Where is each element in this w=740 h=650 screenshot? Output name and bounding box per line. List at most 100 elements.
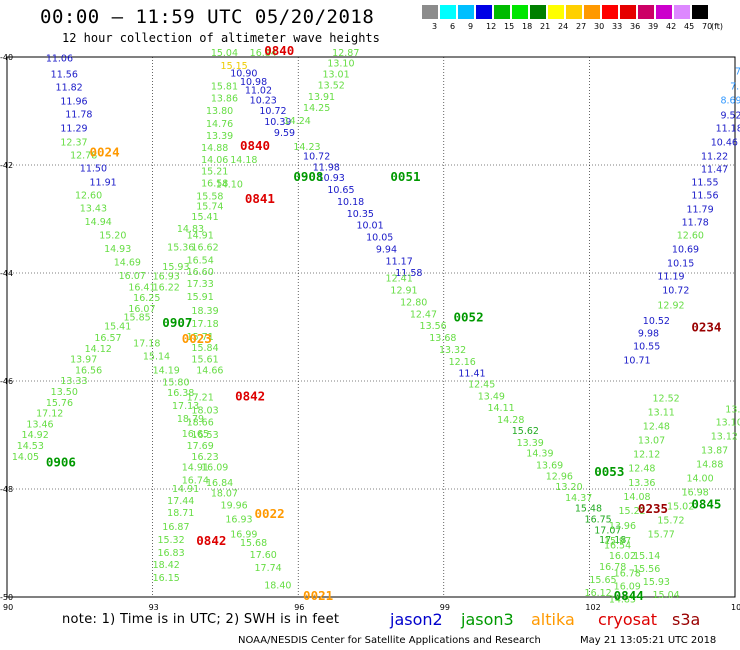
swh-label: 12.37: [60, 138, 87, 149]
legend-unit: (ft): [711, 22, 724, 31]
swh-label: 14.88: [201, 143, 228, 154]
swh-label: 17.33: [187, 279, 214, 290]
swh-label: 13.39: [517, 438, 544, 449]
legend-label: 6: [450, 22, 456, 31]
swh-label: 11.78: [682, 217, 709, 228]
swh-label: 13.43: [80, 203, 107, 214]
swh-label: 15.58: [196, 192, 223, 203]
swh-label: 13.20: [555, 482, 582, 493]
swh-label: 16.83: [157, 548, 184, 559]
swh-label: 14.08: [623, 492, 650, 503]
swh-label: 14.19: [153, 365, 180, 376]
swh-label: 17.21: [187, 392, 214, 403]
lat-tick-label: -42: [0, 161, 13, 170]
swh-label: 13.07: [638, 436, 665, 447]
pass-time-label: 0908: [293, 169, 323, 184]
credit-line: NOAA/NESDIS Center for Satellite Applica…: [238, 635, 541, 646]
legend-swatch: [566, 5, 582, 19]
swh-label: 15.41: [191, 212, 218, 223]
swh-label: 16.78: [614, 568, 641, 579]
pass-time-label: 0907: [162, 315, 192, 330]
legend-label: 30: [594, 22, 605, 31]
swh-label: 14.93: [104, 244, 131, 255]
swh-label: 16.12: [585, 588, 612, 599]
swh-label: 16.41: [128, 282, 155, 293]
swh-label: 13.52: [318, 80, 345, 91]
swh-label: 13.91: [308, 92, 335, 103]
swh-label: 18.42: [153, 560, 180, 571]
satellite-jason3: jason3: [461, 610, 514, 629]
swh-label: 17.13: [172, 401, 199, 412]
lon-tick-label: 99: [440, 603, 450, 612]
page-title: 00:00 – 11:59 UTC 05/20/2018: [40, 6, 375, 28]
swh-label: 15.04: [211, 48, 238, 59]
swh-label: 10.71: [623, 356, 650, 367]
swh-label: 11.78: [65, 109, 92, 120]
swh-label: 10.01: [356, 221, 383, 232]
swh-label: 12.96: [546, 471, 573, 482]
swh-label: 16.15: [153, 573, 180, 584]
pass-time-label: 0840: [264, 43, 294, 58]
legend-swatch: [548, 5, 564, 19]
swh-label: 10.90: [230, 68, 257, 79]
swh-label: 10.18: [337, 197, 364, 208]
pass-time-label: 0051: [390, 169, 420, 184]
swh-label: 16.23: [191, 452, 218, 463]
swh-label: 11.29: [60, 124, 87, 135]
swh-label: 14.23: [293, 142, 320, 153]
swh-label: 13.33: [60, 376, 87, 387]
legend-label: 33: [612, 22, 623, 31]
swh-label: 16.74: [182, 476, 209, 487]
legend-label: 24: [558, 22, 569, 31]
swh-label: 15.32: [157, 535, 184, 546]
swh-label: 14.69: [114, 257, 141, 268]
swh-label: 13.01: [322, 70, 349, 81]
swh-label: 15.41: [104, 322, 131, 333]
swh-label: 12.60: [75, 190, 102, 201]
legend-swatch: [476, 5, 492, 19]
lat-tick-label: -50: [0, 593, 13, 602]
swh-label: 13.45: [725, 404, 740, 415]
pass-time-label: 0842: [196, 533, 226, 548]
pass-time-label: 0052: [454, 310, 484, 325]
swh-label: 14.06: [201, 155, 228, 166]
swh-label: 15.14: [143, 351, 170, 362]
legend-swatch: [584, 5, 600, 19]
swh-label: 12.87: [332, 48, 359, 59]
swh-label: 15.21: [201, 167, 228, 178]
swh-label: 14.92: [22, 430, 49, 441]
swh-label: 13.68: [429, 333, 456, 344]
swh-label: 11.17: [386, 256, 413, 267]
swh-label: 15.68: [240, 538, 267, 549]
swh-label: 18.40: [264, 580, 291, 591]
swh-label: 14.10: [216, 180, 243, 191]
swh-label: 16.65: [182, 429, 209, 440]
swh-label: 13.69: [536, 460, 563, 471]
swh-label: 14.91: [187, 230, 214, 241]
swh-label: 16.22: [153, 282, 180, 293]
swh-label: 14.88: [696, 459, 723, 470]
swh-label: 11.82: [56, 82, 83, 93]
swh-label: 13.46: [26, 419, 53, 430]
swh-label: 12.92: [657, 301, 684, 312]
swh-label: 9.94: [376, 244, 397, 255]
swh-label: 13.56: [420, 321, 447, 332]
swh-label: 12.60: [677, 230, 704, 241]
swh-label: 16.02: [609, 551, 636, 562]
swh-label: 16.09: [201, 463, 228, 474]
plot-frame: [6, 56, 736, 598]
swh-label: 14.53: [17, 441, 44, 452]
pass-time-label: 0235: [638, 501, 668, 516]
swh-label: 16.84: [250, 48, 277, 59]
swh-label: 14.24: [284, 116, 311, 127]
swh-label: 9.59: [274, 128, 295, 139]
lat-tick-label: -40: [0, 53, 13, 62]
swh-label: 15.14: [633, 551, 660, 562]
pass-time-label: 0845: [691, 496, 721, 511]
legend-label: 12: [486, 22, 497, 31]
swh-label: 15.20: [99, 230, 126, 241]
credit-timestamp: May 21 13:05:21 UTC 2018: [580, 635, 717, 646]
swh-label: 16.07: [119, 271, 146, 282]
swh-label: 16.38: [167, 388, 194, 399]
swh-label: 15.97: [604, 536, 631, 547]
